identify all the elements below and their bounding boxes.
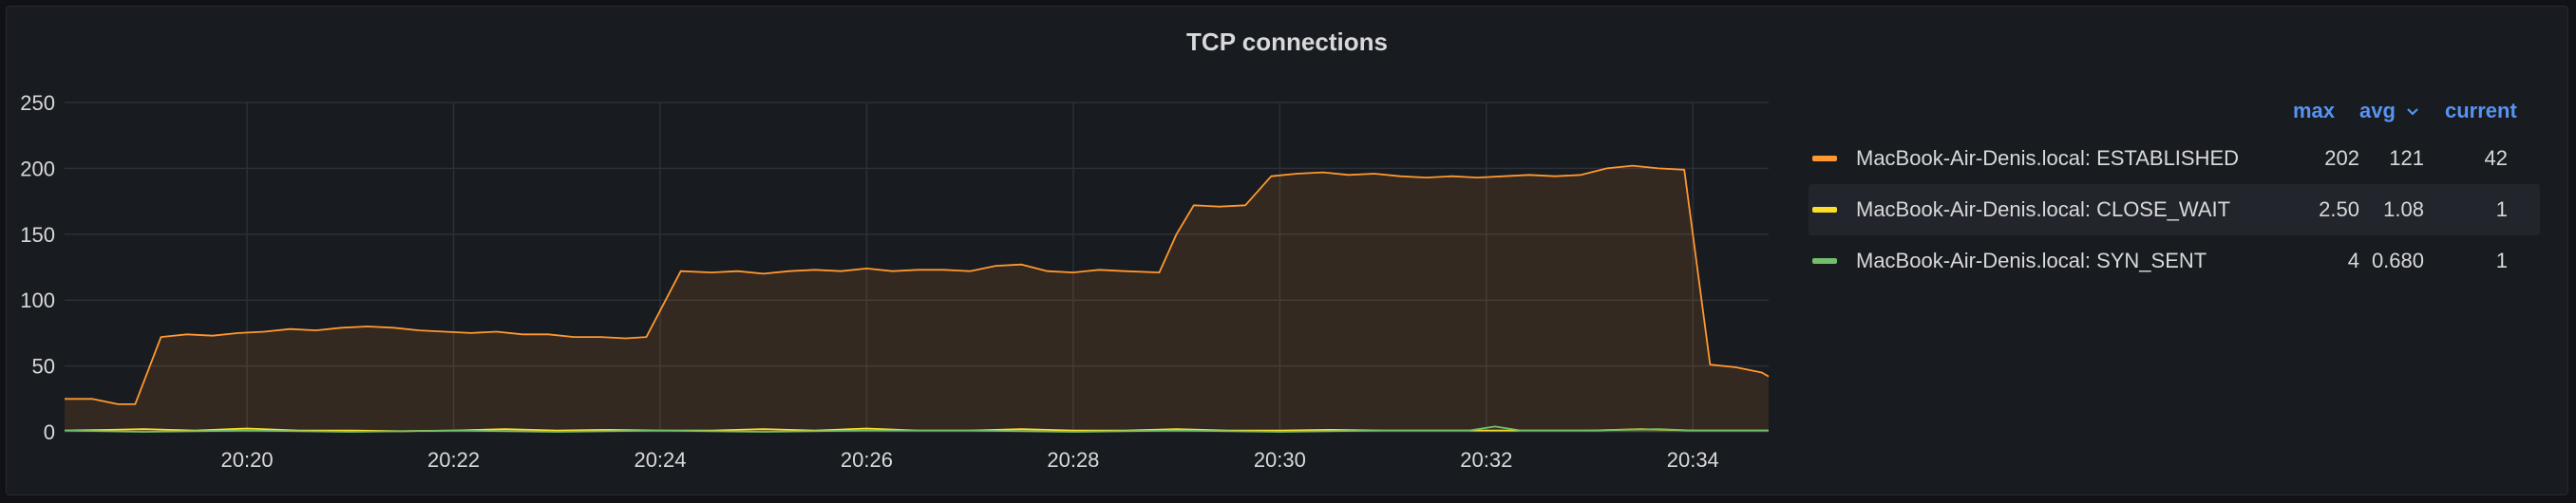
x-tick-label: 20:22: [427, 448, 480, 472]
legend-series-name[interactable]: MacBook-Air-Denis.local: CLOSE_WAIT: [1856, 197, 2230, 222]
x-tick-label: 20:32: [1460, 448, 1512, 472]
legend-value-current: 1: [2432, 197, 2508, 222]
y-tick-label: 250: [20, 91, 55, 115]
y-tick-label: 150: [20, 223, 55, 247]
x-tick-label: 20:28: [1047, 448, 1099, 472]
legend-row[interactable]: MacBook-Air-Denis.local: CLOSE_WAIT 2.50 1…: [1809, 184, 2540, 235]
y-tick-label: 100: [20, 289, 55, 312]
legend-header-avg[interactable]: avg: [2359, 99, 2420, 123]
legend-header: max avg current: [1809, 91, 2540, 133]
x-tick-label: 20:24: [634, 448, 686, 472]
x-tick-label: 20:30: [1254, 448, 1306, 472]
legend-value-avg: 1.08: [2348, 197, 2424, 222]
chevron-down-icon: [2405, 106, 2420, 118]
x-tick-label: 20:26: [841, 448, 893, 472]
legend-series-name[interactable]: MacBook-Air-Denis.local: SYN_SENT: [1856, 249, 2207, 273]
legend-value-current: 1: [2432, 249, 2508, 273]
legend: max avg current MacBook-Air-Denis.local:…: [1809, 91, 2540, 287]
legend-header-max[interactable]: max: [2293, 99, 2335, 123]
legend-value-current: 42: [2432, 146, 2508, 171]
legend-header-current[interactable]: current: [2445, 99, 2517, 123]
y-tick-label: 200: [20, 157, 55, 180]
legend-row[interactable]: MacBook-Air-Denis.local: SYN_SENT 4 0.680 1: [1809, 235, 2540, 287]
legend-value-avg: 0.680: [2348, 249, 2424, 273]
legend-rows: MacBook-Air-Denis.local: ESTABLISHED 202 1…: [1809, 133, 2540, 287]
legend-row[interactable]: MacBook-Air-Denis.local: ESTABLISHED 202 1…: [1809, 133, 2540, 184]
y-tick-label: 0: [44, 420, 55, 444]
legend-swatch[interactable]: [1812, 207, 1837, 213]
legend-swatch[interactable]: [1812, 258, 1837, 264]
x-tick-label: 20:20: [221, 448, 274, 472]
series-area-0: [65, 166, 1769, 432]
legend-value-avg: 121: [2348, 146, 2424, 171]
legend-series-name[interactable]: MacBook-Air-Denis.local: ESTABLISHED: [1856, 146, 2239, 171]
legend-swatch[interactable]: [1812, 156, 1837, 161]
y-tick-label: 50: [32, 355, 55, 379]
x-tick-label: 20:34: [1667, 448, 1719, 472]
legend-header-avg-label: avg: [2359, 99, 2396, 122]
